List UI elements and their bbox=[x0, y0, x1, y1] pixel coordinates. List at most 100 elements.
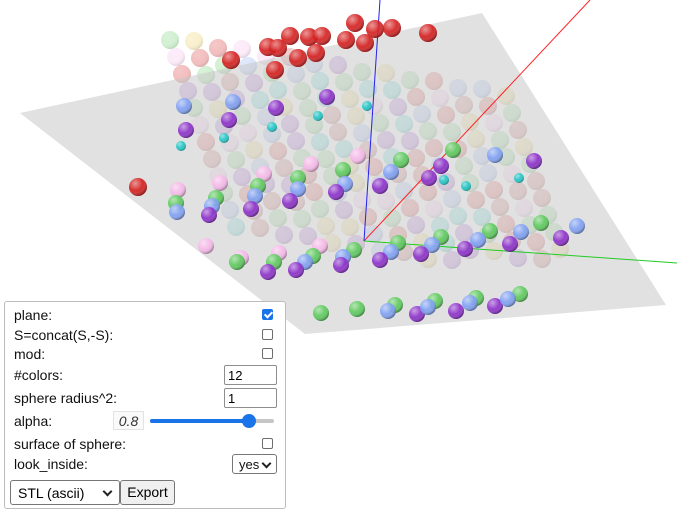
sphere-shade-263 bbox=[439, 175, 449, 185]
colors-input[interactable]: 12 bbox=[224, 365, 277, 385]
sphere-shade-200 bbox=[350, 148, 366, 164]
sphere-shade-265 bbox=[514, 173, 524, 183]
sphere-shade-218 bbox=[513, 224, 529, 240]
sphere-shade-268 bbox=[267, 122, 277, 132]
sphere-shade-195 bbox=[221, 112, 237, 128]
look-inside-row: look_inside: yes bbox=[14, 454, 277, 474]
export-format-value: STL (ascii) bbox=[18, 485, 85, 501]
mod-checkbox[interactable] bbox=[262, 348, 273, 359]
mod-label: mod: bbox=[14, 346, 46, 362]
sphere-shade-0 bbox=[161, 31, 179, 49]
sphere-shade-264 bbox=[461, 181, 471, 191]
alpha-label: alpha: bbox=[14, 413, 53, 429]
sphere-shade-247 bbox=[462, 295, 478, 311]
sphere-shade-237 bbox=[229, 254, 245, 270]
sphere-shade-251 bbox=[433, 158, 449, 174]
sphere-shade-202 bbox=[256, 166, 272, 182]
sphere-shade-186 bbox=[307, 44, 325, 62]
sphere-shade-219 bbox=[502, 236, 518, 252]
sphere-shade-250 bbox=[500, 291, 516, 307]
look-inside-select[interactable]: yes bbox=[232, 454, 277, 474]
sphere-shade-269 bbox=[219, 133, 229, 143]
sphere-shade-266 bbox=[362, 101, 372, 111]
sphere-shade-231 bbox=[333, 257, 349, 273]
alpha-value: 0.8 bbox=[113, 411, 144, 430]
plane-row: plane: bbox=[14, 305, 277, 325]
sphere-shade-179 bbox=[337, 31, 355, 49]
colors-label: #colors: bbox=[14, 367, 64, 383]
sphere-shade-225 bbox=[413, 246, 429, 262]
radius-input[interactable]: 1 bbox=[224, 388, 277, 408]
sphere-shade-191 bbox=[268, 100, 284, 116]
sphere-shade-252 bbox=[421, 170, 437, 186]
plane-checkbox[interactable] bbox=[262, 309, 273, 320]
controls-panel: plane: S=concat(S,-S): mod: #colors: 12 … bbox=[4, 301, 286, 509]
sphere-shade-254 bbox=[372, 178, 388, 194]
sphere-shade-245 bbox=[448, 303, 464, 319]
sphere-shade-212 bbox=[445, 142, 461, 158]
sphere-shade-206 bbox=[169, 204, 185, 220]
sphere-shade-249 bbox=[512, 286, 528, 302]
sphere-shade-24 bbox=[209, 39, 227, 57]
sphere-shade-201 bbox=[303, 156, 319, 172]
alpha-slider-fill bbox=[150, 419, 250, 423]
sphere-shade-253 bbox=[383, 164, 399, 180]
sphere-shade-214 bbox=[526, 153, 542, 169]
sphere-shade-180 bbox=[346, 14, 364, 32]
sphere-shade-13 bbox=[191, 49, 209, 67]
x-axis bbox=[363, 0, 591, 242]
sphere-shade-185 bbox=[289, 49, 307, 67]
plane-label: plane: bbox=[14, 307, 53, 323]
sphere-shade-217 bbox=[533, 215, 549, 231]
sphere-shade-267 bbox=[313, 111, 323, 121]
sphere-shade-236 bbox=[260, 264, 276, 280]
sphere-shade-221 bbox=[470, 232, 486, 248]
surface-checkbox[interactable] bbox=[262, 438, 273, 449]
sphere-shade-256 bbox=[328, 184, 344, 200]
colors-row: #colors: 12 bbox=[14, 365, 277, 385]
sphere-shade-239 bbox=[349, 301, 365, 317]
mod-row: mod: bbox=[14, 344, 277, 364]
sphere-shade-204 bbox=[170, 182, 186, 198]
sphere-shade-193 bbox=[176, 98, 192, 114]
sphere-shade-196 bbox=[198, 238, 214, 254]
export-button[interactable]: Export bbox=[120, 480, 175, 505]
sphere-shade-194 bbox=[178, 122, 194, 138]
sphere-shade-224 bbox=[424, 237, 440, 253]
sphere-shade-182 bbox=[383, 19, 401, 37]
sphere-shade-228 bbox=[372, 252, 388, 268]
sphere-shade-234 bbox=[288, 262, 304, 278]
concat-checkbox[interactable] bbox=[262, 329, 273, 340]
chevron-down-icon bbox=[102, 486, 113, 497]
concat-label: S=concat(S,-S): bbox=[14, 327, 114, 343]
sphere-shade-174 bbox=[222, 51, 240, 69]
sphere-shade-262 bbox=[201, 207, 217, 223]
sphere-shade-203 bbox=[212, 175, 228, 191]
alpha-slider[interactable] bbox=[150, 414, 274, 428]
surface-label: surface of sphere: bbox=[14, 436, 127, 452]
sphere-shade-220 bbox=[482, 223, 498, 239]
sphere-shade-188 bbox=[269, 39, 287, 57]
sphere-shade-248 bbox=[487, 298, 503, 314]
radius-label: sphere radius^2: bbox=[14, 390, 118, 406]
chevron-down-icon bbox=[261, 458, 272, 469]
sphere-shade-176 bbox=[281, 27, 299, 45]
sphere-shade-184 bbox=[266, 61, 284, 79]
sphere-shade-238 bbox=[313, 305, 329, 321]
look-inside-label: look_inside: bbox=[14, 456, 88, 472]
sphere-shade-222 bbox=[457, 241, 473, 257]
alpha-slider-thumb[interactable] bbox=[242, 414, 257, 428]
sphere-shade-215 bbox=[569, 218, 585, 234]
sphere-shade-270 bbox=[176, 141, 186, 151]
sphere-shade-241 bbox=[380, 303, 396, 319]
sphere-shade-177 bbox=[300, 28, 318, 46]
export-format-select[interactable]: STL (ascii) bbox=[10, 480, 120, 505]
sphere-shade-260 bbox=[243, 201, 259, 217]
alpha-row: alpha: 0.8 bbox=[14, 411, 277, 431]
sphere-shade-244 bbox=[420, 299, 436, 315]
y-axis bbox=[363, 240, 677, 264]
sphere-shade-178 bbox=[313, 27, 331, 45]
sphere-shade-258 bbox=[282, 193, 298, 209]
sphere-shade-190 bbox=[225, 94, 241, 110]
